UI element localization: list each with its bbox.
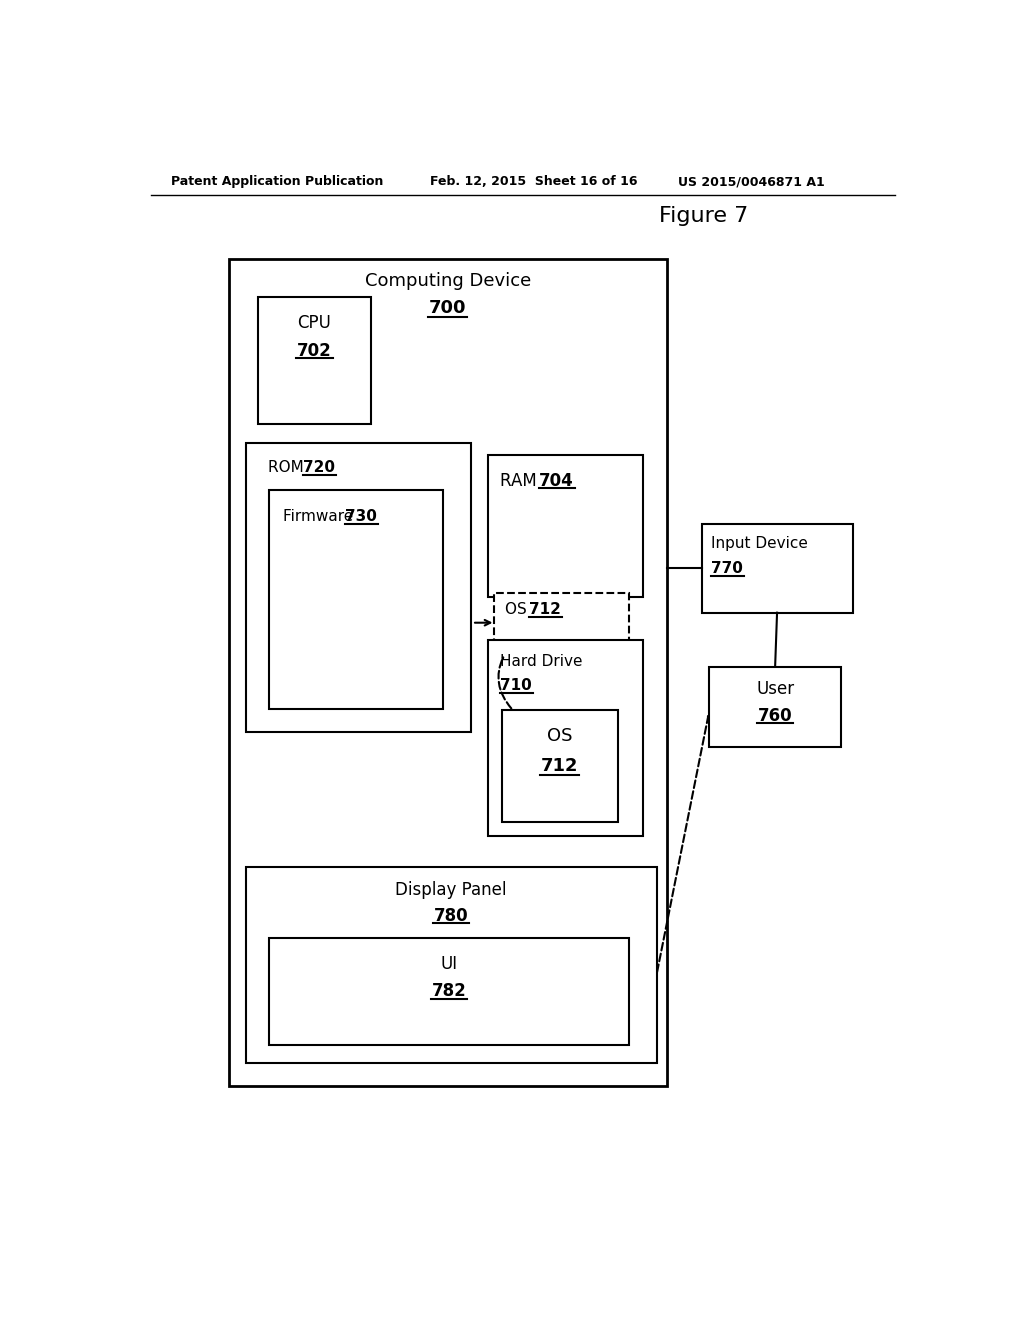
Text: Figure 7: Figure 7 xyxy=(658,206,749,226)
FancyBboxPatch shape xyxy=(258,297,371,424)
Text: 702: 702 xyxy=(297,342,332,359)
Text: Display Panel: Display Panel xyxy=(395,880,507,899)
Text: Feb. 12, 2015  Sheet 16 of 16: Feb. 12, 2015 Sheet 16 of 16 xyxy=(430,176,638,189)
Text: 770: 770 xyxy=(711,561,742,576)
FancyBboxPatch shape xyxy=(246,444,471,733)
Text: Input Device: Input Device xyxy=(711,536,808,550)
Text: 760: 760 xyxy=(758,706,793,725)
FancyBboxPatch shape xyxy=(228,259,667,1086)
Text: 730: 730 xyxy=(345,508,377,524)
FancyBboxPatch shape xyxy=(246,867,656,1063)
Text: RAM: RAM xyxy=(500,471,542,490)
Text: US 2015/0046871 A1: US 2015/0046871 A1 xyxy=(678,176,825,189)
Text: Firmware: Firmware xyxy=(283,508,358,524)
Text: 700: 700 xyxy=(429,298,467,317)
FancyBboxPatch shape xyxy=(488,640,643,836)
Text: 710: 710 xyxy=(500,678,531,693)
Text: User: User xyxy=(756,681,795,698)
FancyBboxPatch shape xyxy=(701,524,853,612)
FancyBboxPatch shape xyxy=(710,667,841,747)
Text: Computing Device: Computing Device xyxy=(365,272,530,290)
Text: Hard Drive: Hard Drive xyxy=(500,653,583,668)
Text: CPU: CPU xyxy=(297,314,332,331)
Text: UI: UI xyxy=(440,954,458,973)
FancyBboxPatch shape xyxy=(488,455,643,598)
FancyArrowPatch shape xyxy=(499,657,511,709)
Text: 704: 704 xyxy=(539,471,573,490)
Text: OS: OS xyxy=(506,602,532,616)
Text: OS: OS xyxy=(547,727,572,746)
Text: ROM: ROM xyxy=(267,461,308,475)
FancyArrowPatch shape xyxy=(657,715,709,972)
Text: 782: 782 xyxy=(432,982,467,1001)
Text: 712: 712 xyxy=(528,602,560,616)
Text: 720: 720 xyxy=(303,461,335,475)
FancyBboxPatch shape xyxy=(269,490,443,709)
Text: 712: 712 xyxy=(541,756,579,775)
FancyBboxPatch shape xyxy=(494,593,630,653)
Text: Patent Application Publication: Patent Application Publication xyxy=(171,176,383,189)
FancyBboxPatch shape xyxy=(269,937,630,1045)
Text: 780: 780 xyxy=(434,907,469,925)
FancyBboxPatch shape xyxy=(502,710,617,822)
